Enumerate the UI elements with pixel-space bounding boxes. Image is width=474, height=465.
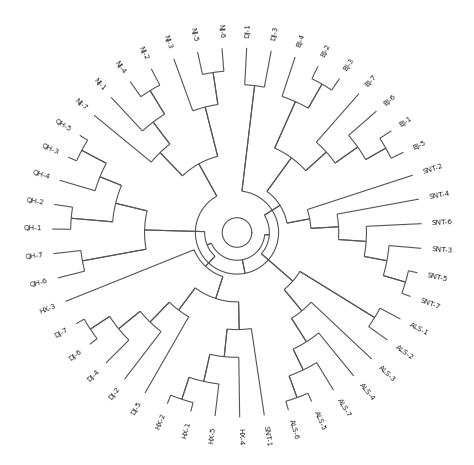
- Text: HX-3: HX-3: [39, 302, 57, 314]
- Text: QH-7: QH-7: [25, 252, 44, 260]
- Text: NJ-5: NJ-5: [189, 27, 198, 43]
- Text: QH-1: QH-1: [24, 226, 42, 232]
- Text: ALS-2: ALS-2: [394, 344, 414, 360]
- Text: HX-2: HX-2: [154, 412, 166, 431]
- Text: BJ-6: BJ-6: [382, 93, 397, 106]
- Text: ALS-6: ALS-6: [288, 419, 300, 441]
- Text: QH-5: QH-5: [54, 118, 73, 133]
- Text: BJ-7: BJ-7: [364, 73, 377, 88]
- Text: SNT-5: SNT-5: [427, 272, 449, 283]
- Text: ALS-7: ALS-7: [336, 397, 352, 418]
- Text: SNT-1: SNT-1: [263, 425, 272, 447]
- Text: QH-2: QH-2: [26, 197, 45, 206]
- Text: SNT-7: SNT-7: [419, 297, 441, 310]
- Text: SNT-6: SNT-6: [432, 219, 453, 226]
- Text: SNT-4: SNT-4: [428, 191, 450, 200]
- Text: ALS-1: ALS-1: [408, 321, 429, 336]
- Text: BJ-5: BJ-5: [411, 139, 427, 151]
- Text: QH-6: QH-6: [29, 278, 49, 288]
- Text: BJ-3: BJ-3: [343, 57, 356, 72]
- Text: DJ-1: DJ-1: [244, 23, 251, 38]
- Text: ALS-4: ALS-4: [358, 382, 375, 402]
- Text: ALS-3: ALS-3: [377, 364, 396, 383]
- Text: SNT-3: SNT-3: [431, 246, 453, 254]
- Text: DJ-6: DJ-6: [68, 348, 83, 362]
- Text: ALS-5: ALS-5: [313, 410, 327, 431]
- Text: DJ-5: DJ-5: [130, 400, 143, 416]
- Text: DJ-2: DJ-2: [107, 385, 121, 401]
- Text: SNT-2: SNT-2: [421, 163, 444, 175]
- Text: BJ-1: BJ-1: [398, 115, 413, 128]
- Text: NJ-3: NJ-3: [163, 34, 173, 50]
- Text: HX-5: HX-5: [209, 426, 217, 444]
- Text: NJ-7: NJ-7: [73, 97, 88, 111]
- Text: QH-3: QH-3: [41, 143, 60, 156]
- Text: NJ-4: NJ-4: [113, 60, 127, 75]
- Text: DJ-3: DJ-3: [270, 26, 279, 41]
- Text: HX-1: HX-1: [181, 421, 191, 439]
- Text: DJ-4: DJ-4: [86, 368, 101, 383]
- Text: DJ-7: DJ-7: [53, 326, 69, 339]
- Text: NJ-2: NJ-2: [137, 46, 149, 61]
- Text: NJ-1: NJ-1: [92, 77, 106, 92]
- Text: NJ-6: NJ-6: [217, 23, 224, 38]
- Text: BJ-4: BJ-4: [295, 33, 306, 48]
- Text: BJ-2: BJ-2: [320, 43, 331, 59]
- Text: HX-4: HX-4: [237, 427, 243, 445]
- Text: QH-4: QH-4: [31, 169, 51, 180]
